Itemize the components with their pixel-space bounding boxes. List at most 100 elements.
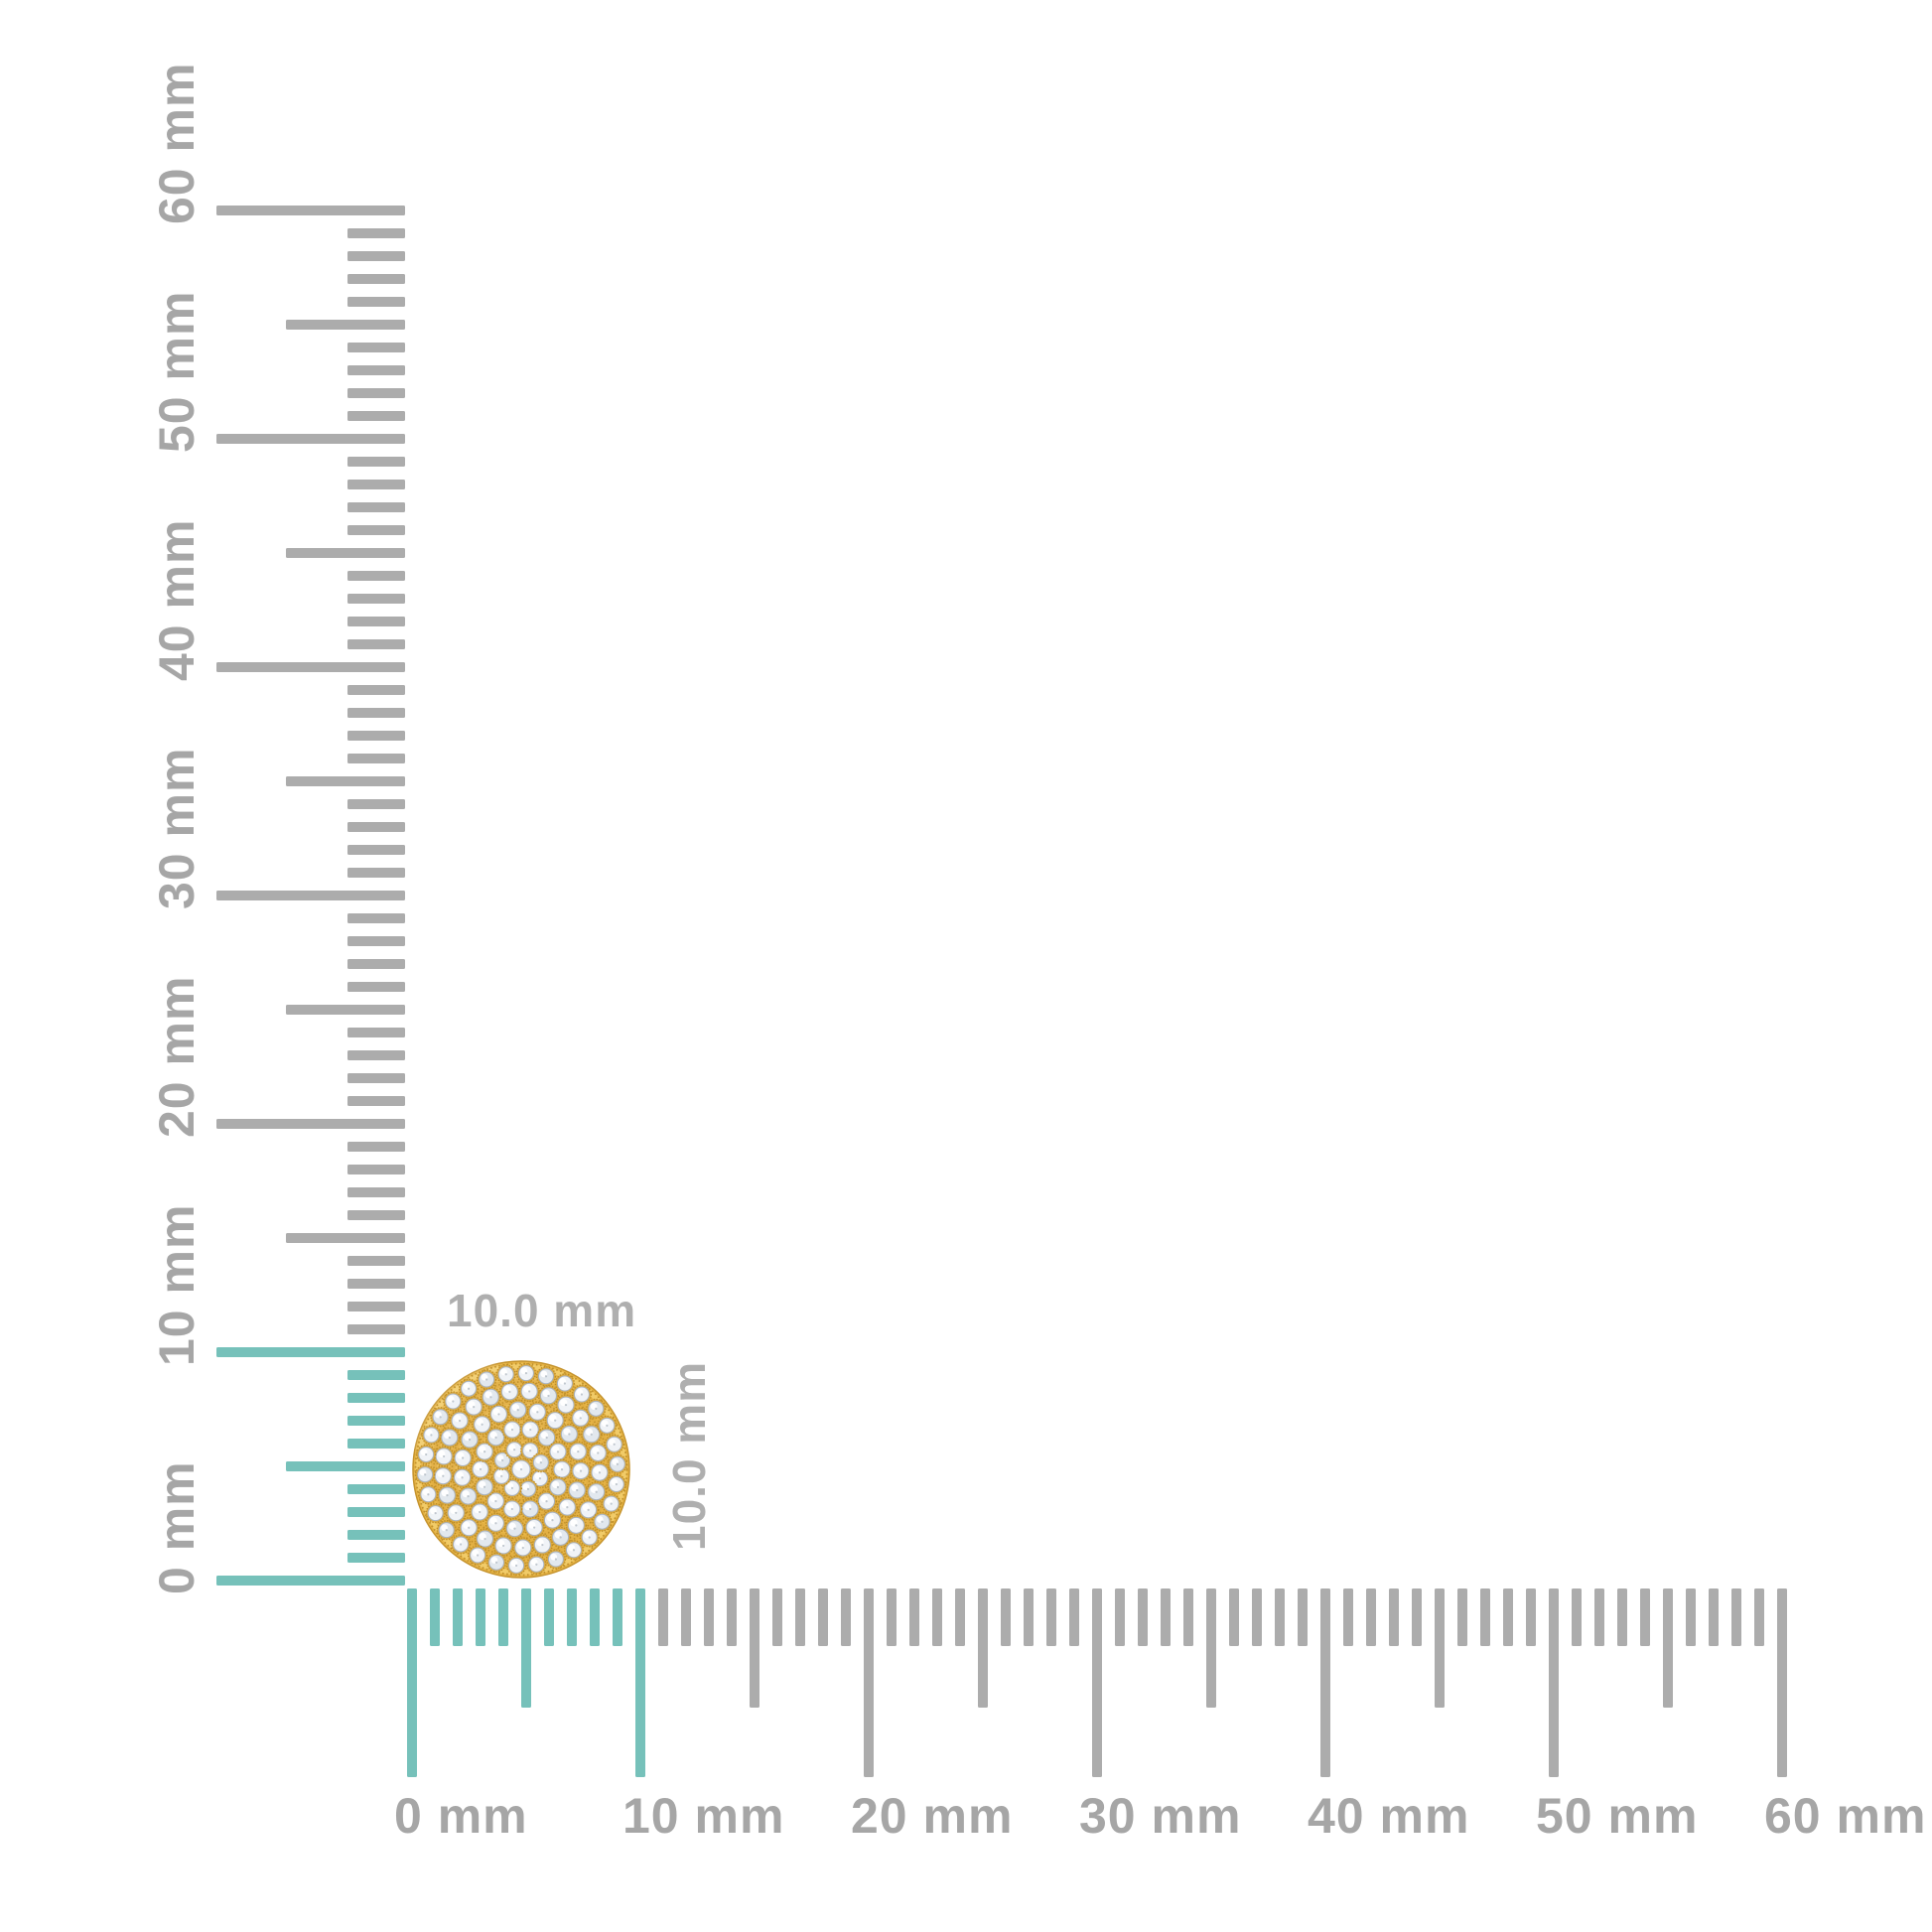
h-ruler-tick-14mm (727, 1588, 737, 1646)
v-ruler-tick-39mm (347, 685, 405, 695)
pave-stone (418, 1484, 439, 1505)
h-ruler-tick-49mm (1526, 1588, 1536, 1646)
pave-stone (535, 1490, 558, 1512)
pave-stone (471, 1414, 493, 1436)
v-ruler-tick-8mm (347, 1393, 405, 1403)
v-ruler-tick-40mm (216, 662, 405, 672)
pave-stone (484, 1512, 507, 1534)
h-ruler-tick-6mm (544, 1588, 554, 1646)
v-ruler-tick-22mm (347, 1073, 405, 1083)
v-ruler-label-20mm: 20 mm (149, 975, 205, 1138)
h-ruler-tick-42mm (1366, 1588, 1376, 1646)
v-ruler-tick-0mm (216, 1576, 405, 1586)
v-ruler-tick-44mm (347, 571, 405, 581)
pave-stone (509, 1457, 533, 1481)
pave-stone (570, 1407, 592, 1429)
h-ruler-tick-35mm (1206, 1588, 1216, 1708)
v-ruler-tick-30mm (216, 891, 405, 900)
pave-stone (449, 1410, 471, 1432)
pave-stone (517, 1478, 539, 1499)
pave-stone (430, 1407, 451, 1428)
pave-stone (458, 1517, 480, 1539)
v-ruler-tick-5mm (286, 1461, 405, 1471)
h-ruler-tick-32mm (1138, 1588, 1148, 1646)
v-ruler-label-50mm: 50 mm (149, 290, 205, 453)
v-ruler-tick-41mm (347, 639, 405, 649)
pave-stone (604, 1434, 624, 1454)
v-ruler-label-30mm: 30 mm (149, 747, 205, 909)
v-ruler-tick-11mm (347, 1324, 405, 1334)
pave-stone (526, 1401, 548, 1423)
v-ruler-tick-12mm (347, 1302, 405, 1311)
pave-stone (570, 1459, 592, 1482)
pave-stone (589, 1461, 611, 1483)
h-ruler-label-0mm: 0 mm (394, 1788, 528, 1844)
pave-stone (458, 1378, 480, 1399)
v-ruler-tick-45mm (286, 548, 405, 558)
v-ruler-tick-52mm (347, 388, 405, 398)
pave-stone (503, 1440, 525, 1460)
h-ruler-tick-2mm (453, 1588, 463, 1646)
h-ruler-tick-30mm (1092, 1588, 1102, 1777)
v-ruler-tick-50mm (216, 434, 405, 444)
h-ruler-tick-51mm (1572, 1588, 1582, 1646)
pave-stone (535, 1366, 557, 1387)
h-ruler-tick-5mm (521, 1588, 531, 1708)
pave-stone (541, 1509, 564, 1531)
h-ruler-tick-54mm (1640, 1588, 1650, 1646)
pave-stone (567, 1441, 589, 1462)
pave-stone (515, 1362, 537, 1384)
pave-stone (581, 1424, 603, 1446)
pave-stone (507, 1399, 529, 1421)
item-width-label: 10.0 mm (447, 1285, 637, 1336)
pave-stone (480, 1386, 501, 1408)
pave-stone (436, 1520, 457, 1541)
pave-stone (414, 1464, 436, 1485)
h-ruler-tick-25mm (978, 1588, 988, 1708)
h-ruler-tick-34mm (1183, 1588, 1193, 1646)
h-ruler-tick-58mm (1731, 1588, 1741, 1646)
pave-stone (421, 1425, 442, 1446)
v-ruler-tick-20mm (216, 1119, 405, 1129)
pave-stone (495, 1364, 516, 1385)
v-ruler-tick-35mm (286, 776, 405, 786)
pave-stone (558, 1423, 580, 1446)
v-ruler-tick-57mm (347, 274, 405, 284)
pave-stone (425, 1503, 446, 1524)
pave-stone (566, 1479, 588, 1501)
h-ruler-tick-12mm (681, 1588, 691, 1646)
v-ruler-tick-9mm (347, 1370, 405, 1380)
v-ruler-tick-26mm (347, 982, 405, 992)
pave-stone (586, 1481, 608, 1503)
pave-stone (563, 1540, 585, 1561)
h-ruler-tick-24mm (955, 1588, 965, 1646)
pave-stone (433, 1446, 455, 1467)
pave-stone (545, 1549, 567, 1570)
h-ruler-tick-22mm (909, 1588, 919, 1646)
v-ruler-tick-43mm (347, 594, 405, 604)
h-ruler-tick-10mm (635, 1588, 645, 1777)
pave-stone (485, 1552, 507, 1573)
pave-stone (607, 1453, 628, 1474)
h-ruler-tick-9mm (613, 1588, 622, 1646)
pave-stone (487, 1403, 510, 1426)
h-ruler-tick-20mm (864, 1588, 874, 1777)
h-ruler-tick-36mm (1229, 1588, 1239, 1646)
pave-stone (577, 1499, 600, 1521)
product-image-pave-stud (412, 1360, 630, 1579)
v-ruler-tick-10mm (216, 1347, 405, 1357)
pave-stone (443, 1391, 464, 1412)
v-ruler-tick-1mm (347, 1553, 405, 1563)
h-ruler-label-20mm: 20 mm (851, 1788, 1014, 1844)
v-ruler-tick-49mm (347, 457, 405, 467)
v-ruler-tick-58mm (347, 251, 405, 261)
v-ruler-tick-18mm (347, 1165, 405, 1174)
pave-stone (416, 1444, 437, 1465)
h-ruler-tick-29mm (1069, 1588, 1079, 1646)
pave-stone (587, 1442, 609, 1464)
pave-stone (467, 1545, 488, 1566)
v-ruler-tick-24mm (347, 1028, 405, 1037)
v-ruler-tick-51mm (347, 411, 405, 421)
h-ruler-tick-52mm (1594, 1588, 1604, 1646)
